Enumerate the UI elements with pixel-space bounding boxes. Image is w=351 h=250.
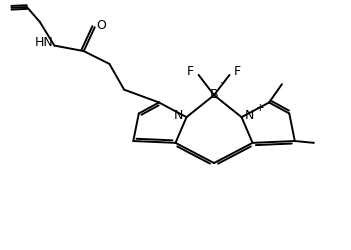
Text: +: + (256, 102, 264, 113)
Text: N: N (174, 108, 183, 121)
Text: ⁻: ⁻ (219, 80, 225, 90)
Text: B: B (210, 88, 219, 101)
Text: N: N (245, 108, 254, 121)
Text: F: F (187, 65, 194, 78)
Text: O: O (97, 19, 106, 32)
Text: HN: HN (35, 36, 53, 49)
Text: F: F (234, 65, 241, 78)
